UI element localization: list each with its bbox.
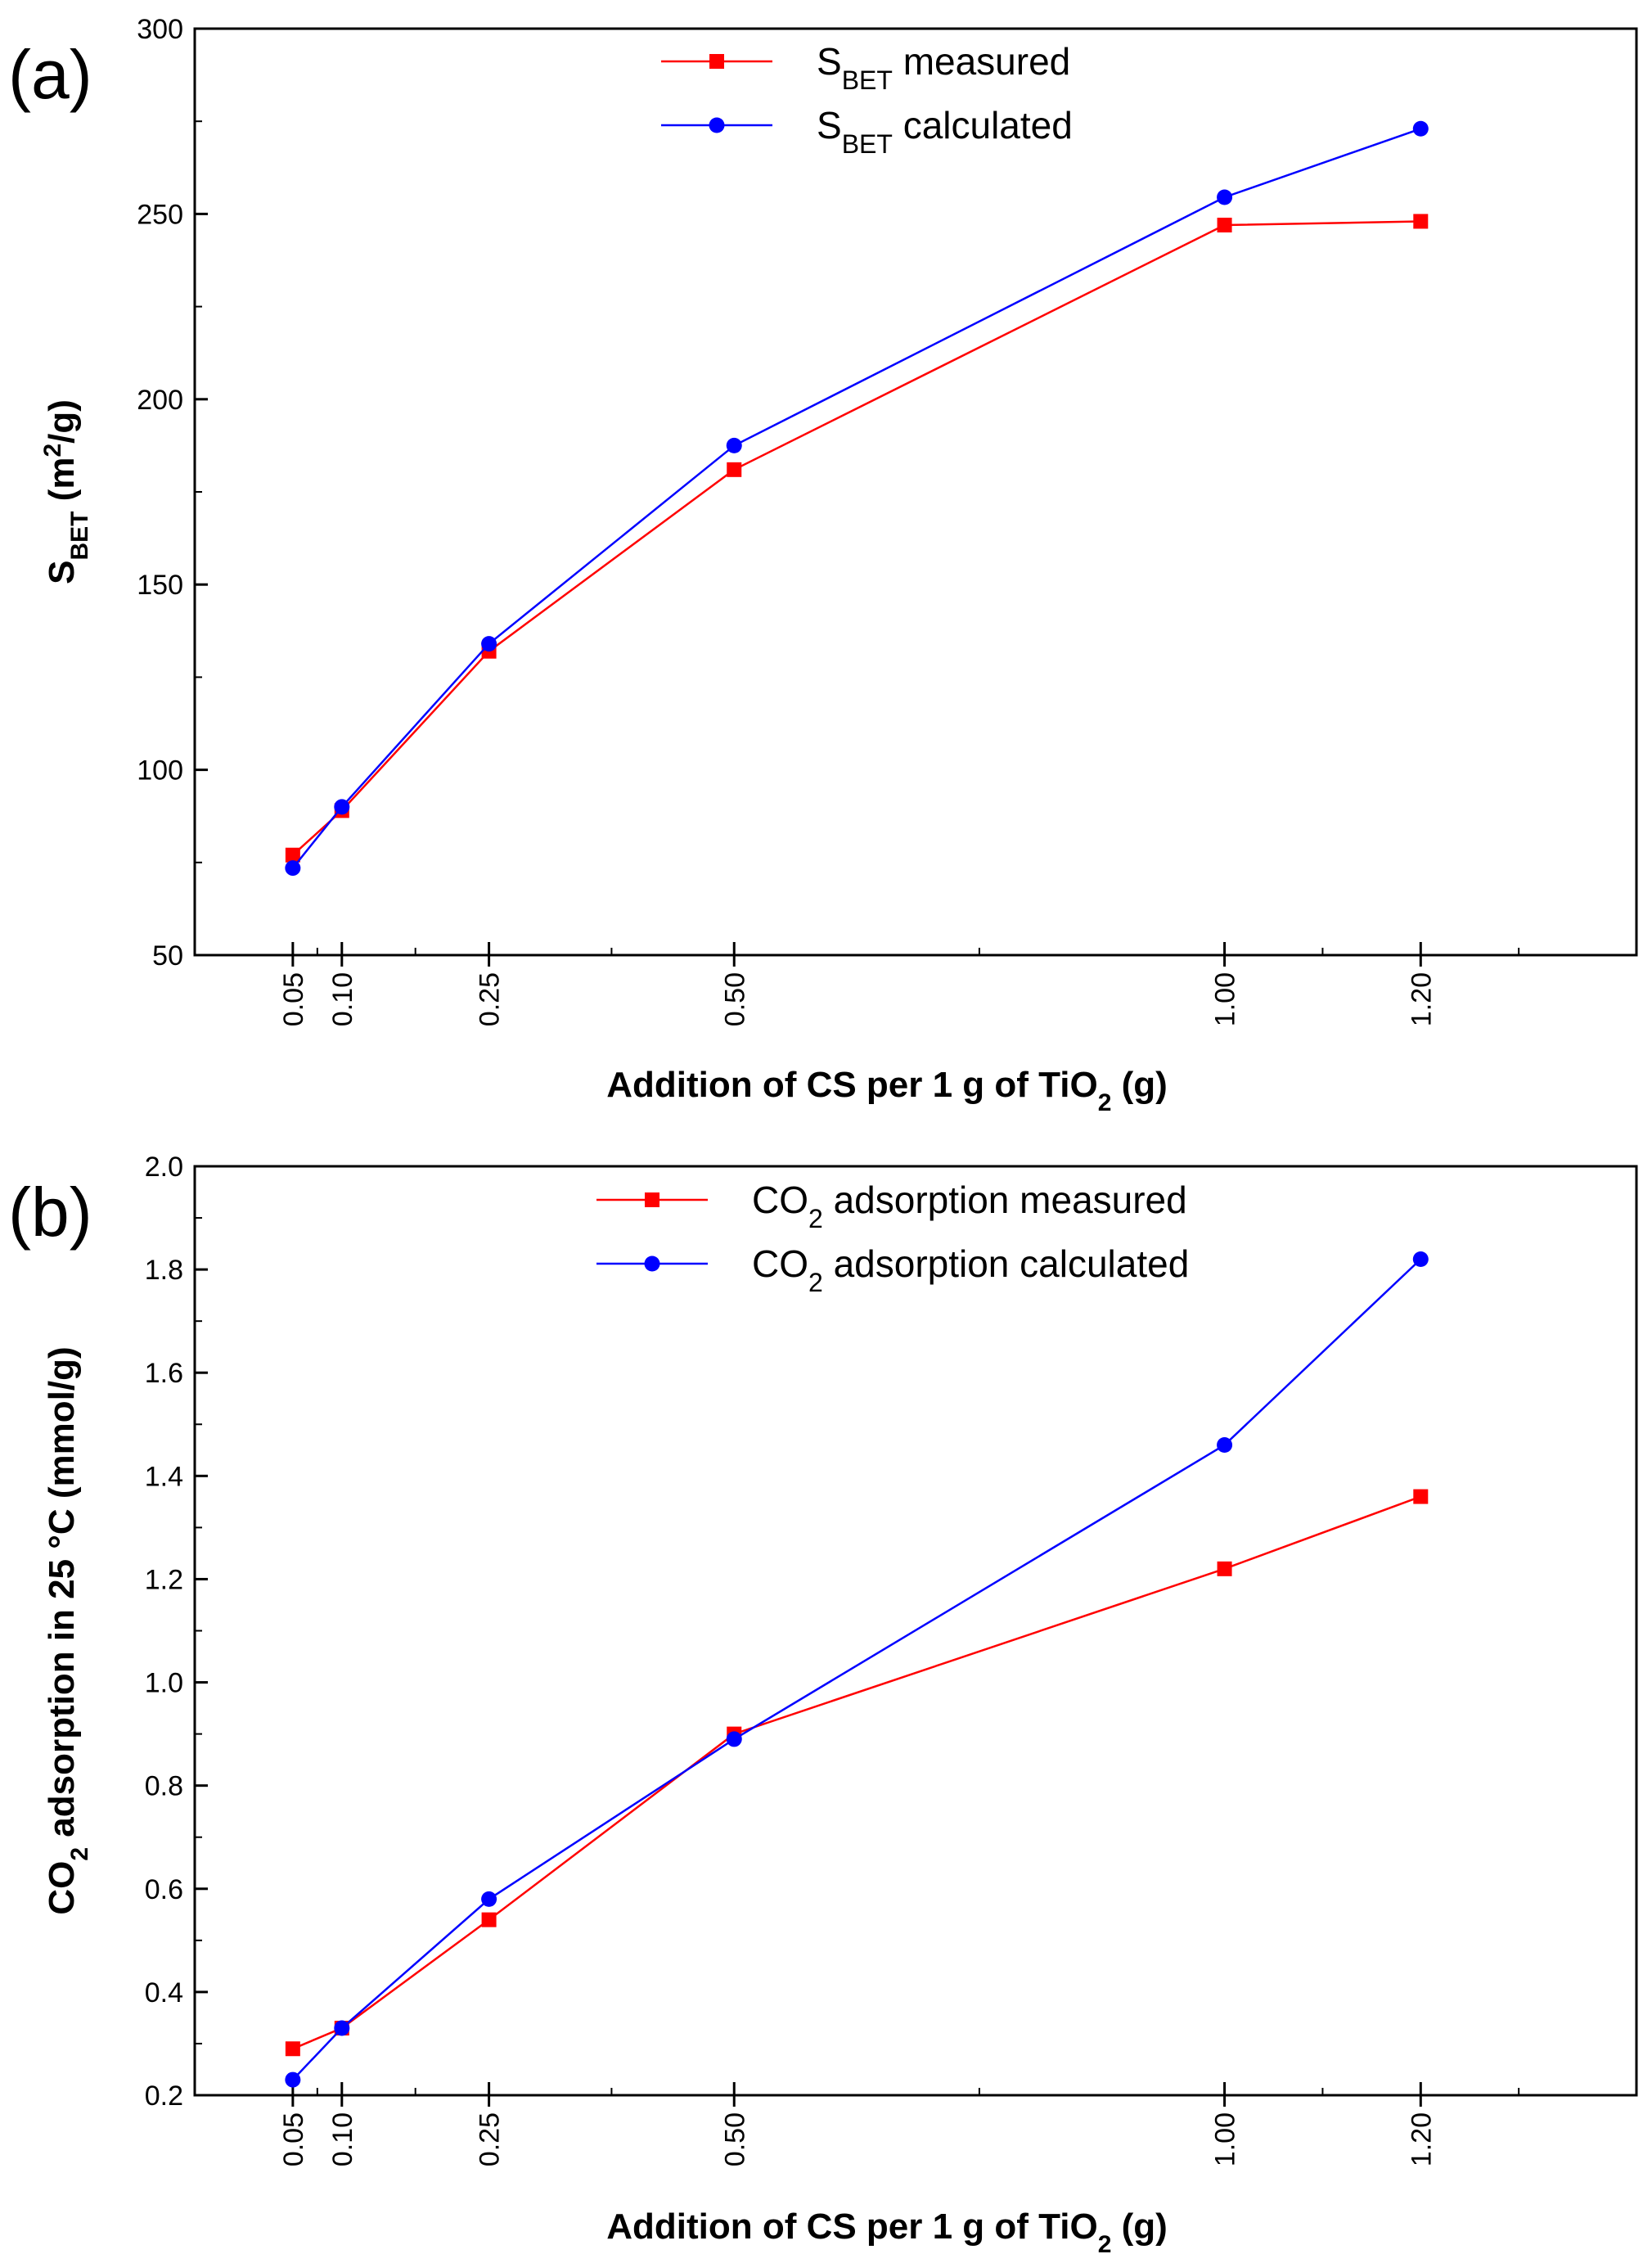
y-axis-title-main: S: [42, 561, 82, 584]
panel-label: (a): [8, 36, 92, 113]
y-tick-label: 100: [137, 755, 183, 787]
y-tick-label: 0.8: [145, 1771, 183, 1802]
y-axis-title: SBET (m2/g): [39, 399, 93, 584]
legend-label: SBET calculated: [817, 104, 1073, 159]
data-point-calculated: [285, 2071, 301, 2088]
data-point-calculated: [334, 2020, 350, 2036]
data-point-calculated: [726, 1731, 742, 1747]
y-axis-title-tail: (m: [42, 458, 82, 512]
y-tick-label: 0.2: [145, 2080, 183, 2112]
data-point-calculated: [1412, 1251, 1429, 1267]
y-axis-title-end: /g): [42, 399, 82, 444]
data-point-measured: [1413, 1489, 1429, 1504]
legend-label-sub: 2: [808, 1268, 823, 1297]
y-tick-label: 1.6: [145, 1358, 183, 1389]
y-tick-label: 250: [137, 199, 183, 230]
legend-label-tail: measured: [893, 40, 1070, 83]
x-tick-label: 1.20: [1406, 2112, 1437, 2166]
legend-label-tail: adsorption calculated: [823, 1242, 1190, 1285]
data-point-calculated: [1217, 1437, 1233, 1453]
data-point-measured: [1217, 1561, 1232, 1576]
x-tick-label: 0.05: [278, 972, 309, 1026]
x-tick-label: 0.10: [327, 972, 358, 1026]
x-axis-title: Addition of CS per 1 g of TiO2 (g): [606, 2207, 1168, 2258]
legend-label-main: S: [817, 40, 842, 83]
x-tick-label: 1.00: [1210, 2112, 1241, 2166]
x-tick-label: 0.10: [327, 2112, 358, 2166]
x-axis-title-tail: (g): [1111, 2207, 1167, 2247]
legend-marker-square: [709, 54, 724, 69]
y-axis-title-sup: 2: [39, 444, 66, 458]
data-point-calculated: [334, 799, 350, 815]
data-point-measured: [1413, 214, 1429, 229]
chart-panel-a: (a) 50 100 150 200 250 300 0.05 0.10 0.25 0.50 1.00…: [8, 14, 1638, 1116]
y-tick-label: 1.8: [145, 1255, 183, 1286]
y-tick-label: 300: [137, 14, 183, 45]
x-tick-label: 0.25: [475, 2112, 506, 2166]
data-point-calculated: [1412, 120, 1429, 137]
legend-marker-square: [645, 1192, 659, 1207]
series-line-measured: [292, 1495, 1421, 2050]
y-axis-title-sub: BET: [66, 512, 93, 561]
legend-label-sub: BET: [842, 129, 893, 159]
series-line-measured: [292, 220, 1421, 856]
y-axis-title-sub: 2: [66, 1847, 93, 1861]
legend-marker-circle: [709, 117, 725, 133]
x-axis-title: Addition of CS per 1 g of TiO2 (g): [606, 1065, 1168, 1116]
legend-label-main: S: [817, 104, 842, 147]
legend-label-sub: BET: [842, 65, 893, 95]
y-tick-label: 1.4: [145, 1461, 183, 1492]
legend-label-main: CO: [752, 1242, 808, 1285]
y-tick-label: 1.0: [145, 1668, 183, 1699]
x-tick-label: 1.00: [1210, 972, 1241, 1026]
x-tick-label: 0.25: [475, 972, 506, 1026]
legend-label-main: CO: [752, 1179, 808, 1221]
x-axis-title-sub: 2: [1098, 2231, 1112, 2258]
legend-label-tail: adsorption measured: [823, 1179, 1187, 1221]
x-tick-label: 1.20: [1406, 972, 1437, 1026]
chart-panel-b: (b) 0.2 0.4 0.6 0.8 1.0 1.2 1.4 1.6 1.8 2.0 0.05 0.1…: [8, 1152, 1638, 2258]
x-axis-title-tail: (g): [1111, 1065, 1167, 1105]
legend-label-sub: 2: [808, 1204, 823, 1233]
plot-frame: [193, 27, 1638, 957]
y-tick-label: 1.2: [145, 1564, 183, 1595]
data-point-calculated: [481, 1891, 497, 1907]
y-tick-label: 0.4: [145, 1977, 183, 2008]
x-tick-label: 0.50: [719, 972, 750, 1026]
x-tick-label: 0.50: [719, 2112, 750, 2166]
y-axis-title-tail: adsorption in 25 °C (mmol/g): [42, 1346, 82, 1847]
data-point-calculated: [285, 860, 301, 877]
x-axis-title-main: Addition of CS per 1 g of TiO: [606, 1065, 1098, 1105]
data-point-measured: [481, 1912, 497, 1927]
x-axis-title-sub: 2: [1098, 1089, 1112, 1116]
y-tick-label: 0.6: [145, 1874, 183, 1905]
y-tick-label: 200: [137, 385, 183, 416]
y-axis-title: CO2 adsorption in 25 °C (mmol/g): [42, 1346, 93, 1914]
series-line-calculated: [291, 1258, 1422, 2080]
y-tick-label: 2.0: [145, 1152, 183, 1183]
series-line-calculated: [291, 128, 1421, 869]
y-tick-label: 150: [137, 570, 183, 601]
legend-label: CO2 adsorption measured: [752, 1179, 1187, 1233]
legend-label: SBET measured: [817, 40, 1070, 95]
data-point-calculated: [481, 636, 497, 652]
data-point-measured: [727, 462, 742, 477]
data-point-measured: [1217, 217, 1232, 232]
y-tick-label: 50: [152, 940, 183, 971]
legend-label: CO2 adsorption calculated: [752, 1242, 1189, 1297]
panel-label: (b): [8, 1174, 92, 1251]
y-axis-title-main: CO: [42, 1861, 82, 1915]
data-point-calculated: [726, 437, 742, 453]
x-tick-label: 0.05: [278, 2112, 309, 2166]
legend-marker-circle: [644, 1255, 660, 1272]
data-point-measured: [285, 847, 300, 863]
legend-label-tail: calculated: [893, 104, 1073, 147]
data-point-measured: [285, 2041, 300, 2057]
x-axis-title-main: Addition of CS per 1 g of TiO: [606, 2207, 1098, 2247]
data-point-calculated: [1217, 189, 1233, 205]
